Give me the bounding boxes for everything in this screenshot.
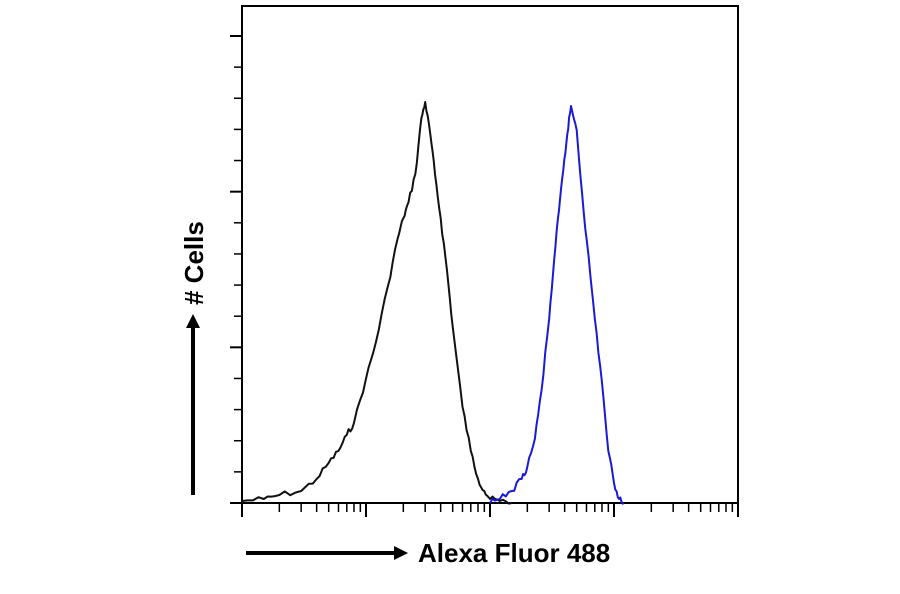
x-axis-arrow-head [394, 546, 408, 560]
x-axis-ticks [241, 503, 739, 517]
series-line-black [241, 101, 512, 505]
x-axis-label: Alexa Fluor 488 [418, 538, 610, 568]
y-axis-ticks [230, 35, 242, 504]
plot-frame [241, 5, 739, 504]
y-axis-arrow-head [186, 314, 200, 328]
y-axis-label: # Cells [179, 221, 209, 305]
series-layer [241, 101, 625, 505]
series-line-blue [489, 105, 625, 505]
